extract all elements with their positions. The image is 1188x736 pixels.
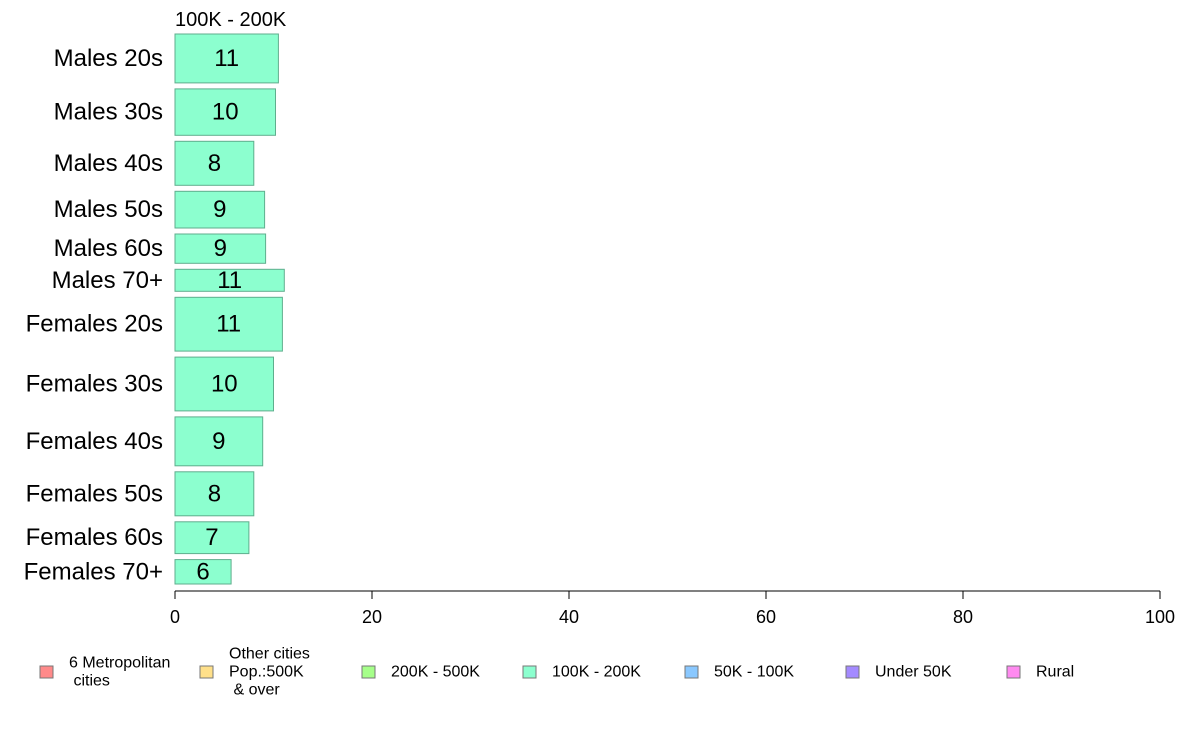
bar-males-60s: [174, 233, 267, 264]
value-label-females-60s: 7: [205, 524, 218, 551]
x-tick-label-60: 60: [756, 607, 776, 627]
legend: 6 Metropolitan cities Other cities Pop.:50…: [39, 646, 1074, 699]
x-tick-label-0: 0: [170, 607, 180, 627]
legend-label-other-cities-pop-500k-over: Other cities Pop.:500K & over: [229, 646, 310, 699]
bars-group: Males 20s 11 Males 30s 10 Males 40s 8 Males 50…: [24, 33, 285, 585]
category-label-females-20s: Females 20s: [26, 311, 163, 338]
value-label-males-20s: 11: [214, 45, 239, 72]
category-label-males-70: Males 70+: [52, 267, 163, 294]
value-label-males-30s: 10: [212, 99, 239, 126]
legend-swatch-100k-200k: [522, 665, 537, 679]
legend-swatch-rural: [1006, 665, 1021, 679]
category-label-males-60s: Males 60s: [54, 235, 163, 262]
legend-label-200k-500k: 200K - 500K: [391, 664, 480, 681]
legend-swatch-under-50k: [845, 665, 860, 679]
legend-label-6-metropolitan-cities: 6 Metropolitan cities: [69, 655, 170, 690]
x-tick-label-40: 40: [559, 607, 579, 627]
legend-swatch-200k-500k: [361, 665, 376, 679]
bar-females-70: [174, 559, 232, 585]
value-label-females-70: 6: [196, 558, 209, 585]
category-label-females-70: Females 70+: [24, 558, 163, 585]
bar-females-40s: [174, 416, 264, 467]
legend-swatch-6-metropolitan-cities: [39, 665, 54, 679]
value-label-males-70: 11: [217, 267, 242, 294]
bar-females-50s: [174, 471, 255, 517]
category-label-females-40s: Females 40s: [26, 428, 163, 455]
category-label-males-40s: Males 40s: [54, 150, 163, 177]
bar-males-30s: [174, 88, 276, 136]
bar-males-40s: [174, 140, 255, 186]
value-label-females-30s: 10: [211, 371, 238, 398]
category-label-females-30s: Females 30s: [26, 371, 163, 398]
x-tick-label-20: 20: [362, 607, 382, 627]
legend-label-50k-100k: 50K - 100K: [714, 664, 794, 681]
bar-females-30s: [174, 356, 274, 412]
legend-label-rural: Rural: [1036, 664, 1074, 681]
value-label-females-20s: 11: [216, 311, 241, 338]
category-label-females-50s: Females 50s: [26, 480, 163, 507]
value-label-females-50s: 8: [208, 480, 221, 507]
value-label-males-50s: 9: [213, 196, 226, 223]
value-label-males-40s: 8: [208, 150, 221, 177]
category-label-females-60s: Females 60s: [26, 524, 163, 551]
bar-females-20s: [174, 296, 283, 352]
x-tick-label-80: 80: [953, 607, 973, 627]
legend-label-100k-200k: 100K - 200K: [552, 664, 641, 681]
legend-swatch-50k-100k: [684, 665, 699, 679]
bar-males-70: [174, 268, 285, 292]
value-label-females-40s: 9: [212, 428, 225, 455]
bar-males-50s: [174, 190, 266, 229]
category-label-males-30s: Males 30s: [54, 99, 163, 126]
category-label-males-20s: Males 20s: [54, 45, 163, 72]
value-label-males-60s: 9: [214, 235, 227, 262]
panel-title: 100K - 200K: [175, 9, 287, 31]
category-label-males-50s: Males 50s: [54, 196, 163, 223]
bar-males-20s: [174, 33, 279, 84]
x-tick-label-100: 100: [1145, 607, 1175, 627]
x-axis: 0 20 40 60 80 100: [170, 590, 1175, 627]
legend-swatch-other-cities-pop-500k-over: [199, 665, 214, 679]
bar-females-60s: [174, 521, 250, 555]
legend-label-under-50k: Under 50K: [875, 664, 952, 681]
